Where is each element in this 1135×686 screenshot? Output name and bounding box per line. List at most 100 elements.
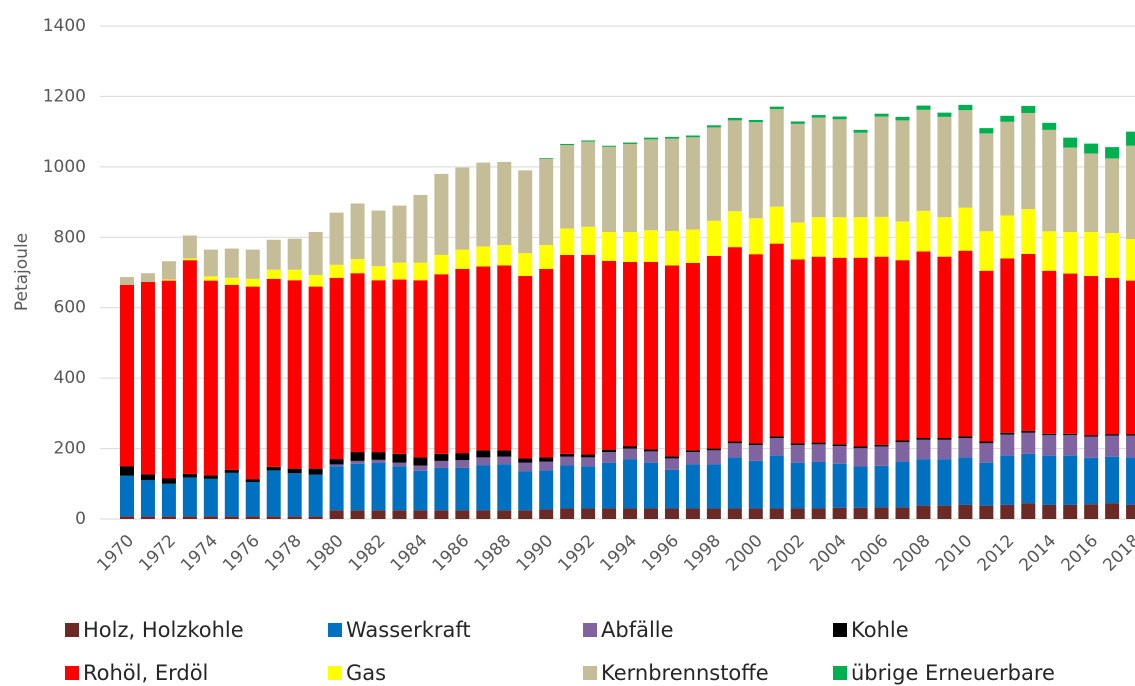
bar-segment (874, 465, 889, 508)
bar-segment (581, 457, 596, 467)
bar-segment (811, 256, 826, 443)
bar-segment (748, 122, 763, 219)
bar-segment (518, 253, 533, 277)
bar-segment (266, 470, 281, 517)
bar-segment (518, 276, 533, 459)
bar-segment (182, 258, 197, 261)
bar-segment (434, 467, 449, 511)
bar-segment (958, 250, 973, 437)
bar-segment (832, 119, 847, 218)
bar-segment (727, 211, 742, 248)
bar-segment (182, 473, 197, 478)
bar-segment (266, 239, 281, 270)
bar-segment (727, 457, 742, 509)
bar-segment (602, 145, 617, 147)
bar-segment (1084, 276, 1099, 436)
bar-segment (1084, 153, 1099, 233)
bar-segment (644, 462, 658, 509)
bar-segment (392, 462, 407, 467)
legend-swatch (65, 623, 79, 637)
bar-segment (413, 262, 428, 281)
bar-segment (392, 466, 407, 511)
bar-segment (497, 161, 512, 246)
bar-segment (664, 136, 679, 139)
bar-segment (120, 284, 134, 467)
bar-segment (790, 508, 805, 519)
bar-segment (476, 457, 491, 466)
bar-segment (1063, 137, 1078, 148)
bar-segment (1084, 232, 1099, 277)
x-tick-label: 1996 (638, 531, 683, 576)
bar-segment (664, 138, 679, 231)
bar-segment (853, 448, 868, 467)
x-tick-label: 2000 (722, 531, 767, 576)
bar-segment (937, 112, 952, 117)
bar-segment (224, 472, 239, 517)
bar-segment (685, 262, 700, 451)
x-tick-label: 1994 (596, 531, 641, 576)
bar-segment (1021, 453, 1036, 504)
bar-segment (916, 251, 931, 439)
bar-segment (392, 510, 407, 519)
bar-segment (769, 109, 784, 207)
bar-segment (497, 456, 512, 465)
bar-segment (140, 474, 155, 481)
bar-segment (350, 273, 365, 453)
bar-segment (371, 266, 386, 281)
bar-segment (664, 458, 679, 470)
bar-segment (937, 439, 952, 460)
bar-segment (602, 452, 617, 463)
bar-segment (769, 508, 784, 519)
bar-segment (287, 516, 302, 519)
bar-segment (916, 438, 931, 440)
bar-segment (476, 510, 491, 519)
bar-segment (644, 230, 658, 262)
bar-segment (1042, 231, 1057, 271)
bar-segment (769, 436, 784, 439)
bar-segment (371, 280, 386, 453)
bar-segment (790, 462, 805, 509)
bar-segment (748, 508, 763, 519)
bar-segment (790, 222, 805, 260)
bar-segment (853, 132, 868, 218)
bar-segment (832, 446, 847, 464)
bar-segment (706, 255, 721, 449)
legend-label: Rohöl, Erdöl (83, 661, 208, 685)
y-tick-label: 1400 (43, 16, 86, 36)
bar-segment (748, 443, 763, 446)
bar-segment (979, 231, 994, 271)
bar-segment (958, 207, 973, 251)
bar-segment (1042, 435, 1057, 456)
bar-segment (644, 137, 658, 140)
bar-segment (623, 448, 638, 460)
bar-segment (916, 109, 931, 211)
bar-segment (664, 265, 679, 457)
y-tick-label: 1000 (43, 157, 86, 177)
bar-segment (1021, 432, 1036, 454)
bar-segment (895, 120, 910, 222)
bar-segment (811, 444, 826, 462)
legend-swatch (833, 666, 847, 680)
bar-segment (329, 464, 344, 467)
bar-segment (560, 254, 575, 454)
legend-swatch (833, 623, 847, 637)
bar-segment (1126, 434, 1135, 436)
bar-segment (727, 247, 742, 442)
bar-segment (581, 226, 596, 255)
bar-segment (748, 218, 763, 255)
bar-segment (1126, 131, 1135, 146)
bar-segment (602, 232, 617, 261)
bar-segment (518, 458, 533, 463)
bar-segment (308, 274, 323, 287)
bar-segment (1063, 273, 1078, 434)
bar-segment (518, 471, 533, 511)
bar-segment (371, 510, 386, 519)
x-tick-label: 1992 (554, 531, 599, 576)
bar-segment (853, 217, 868, 258)
bar-segment (308, 286, 323, 469)
bar-segment (161, 483, 176, 517)
bar-segment (539, 470, 554, 510)
bar-segment (413, 280, 428, 458)
bar-segment (203, 516, 218, 519)
bar-segment (392, 279, 407, 454)
